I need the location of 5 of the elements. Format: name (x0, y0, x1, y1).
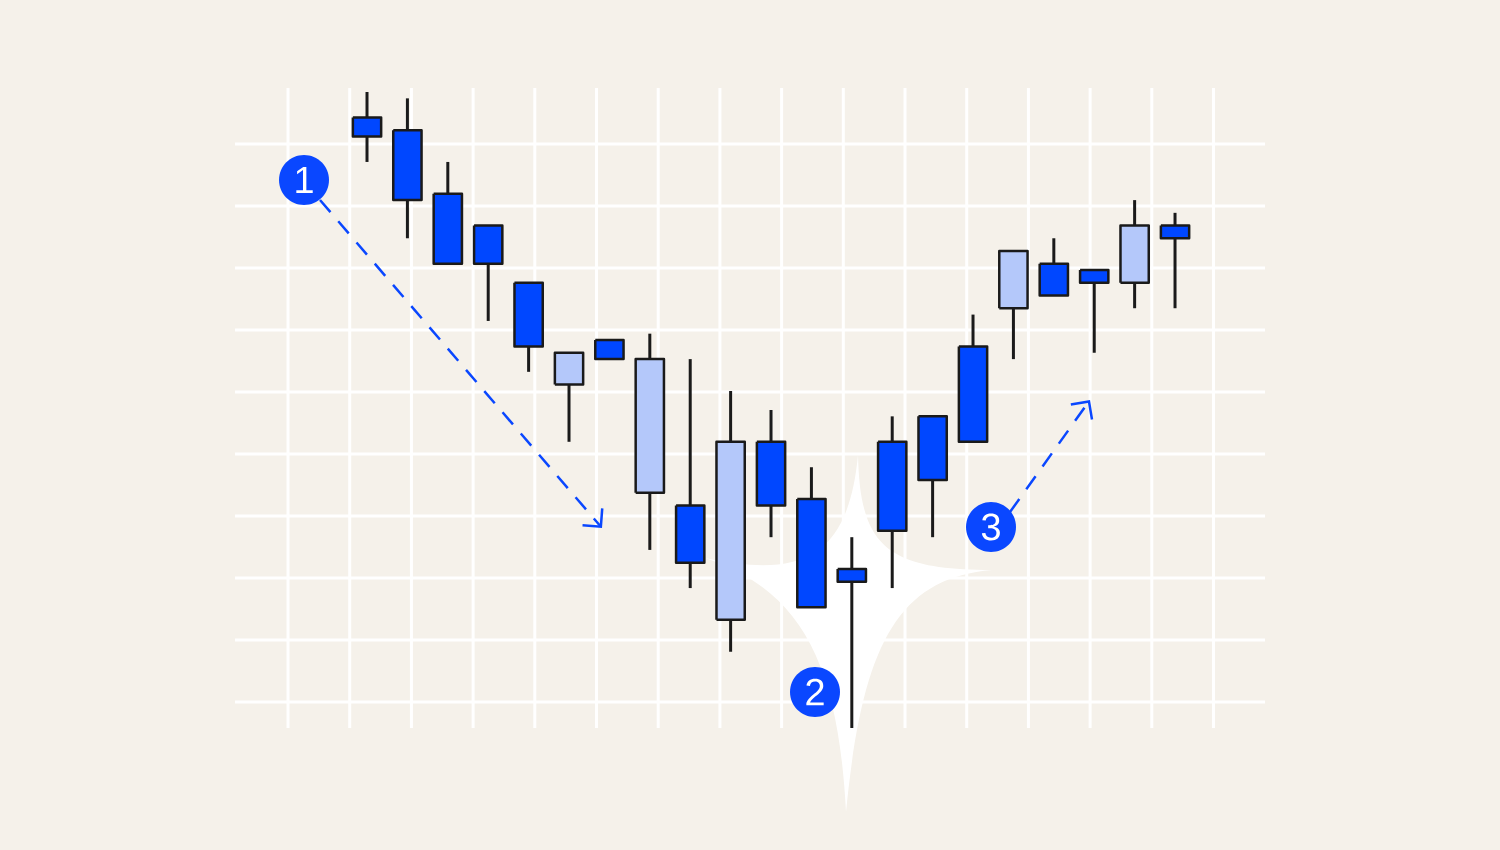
annotation: 2 (806, 678, 824, 706)
annotation: 3 (981, 513, 1000, 541)
candlestick (836, 537, 868, 728)
candlestick (594, 338, 625, 361)
text: 1 (296, 166, 313, 194)
